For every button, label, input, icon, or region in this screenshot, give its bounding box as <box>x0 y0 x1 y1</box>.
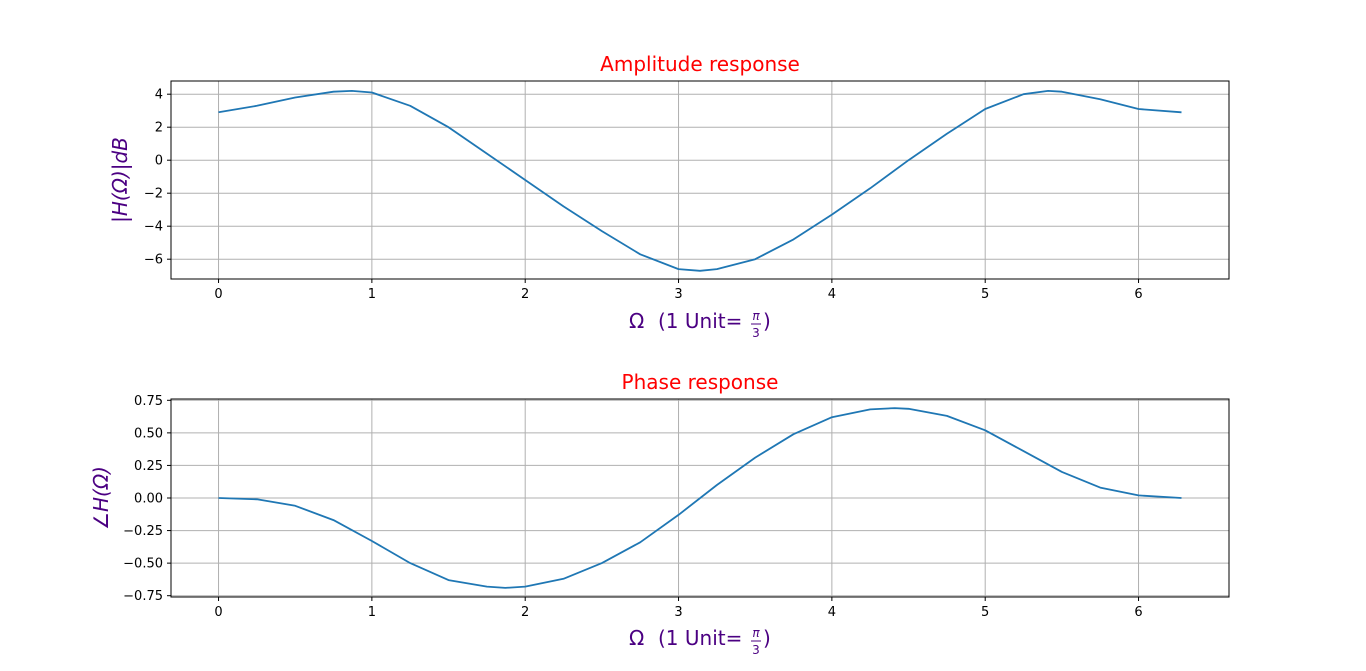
y-tick-label: 4 <box>155 88 163 103</box>
x-tick-label: 4 <box>828 605 836 620</box>
x-axis-label: Ω (1 Unit= π 3) <box>629 626 771 657</box>
y-tick-label: −0.50 <box>123 557 163 572</box>
y-tick-label: −6 <box>144 253 163 268</box>
y-axis-label: ∠H(Ω) <box>89 466 113 530</box>
chart-title: Phase response <box>622 370 779 394</box>
y-tick-label: 0.75 <box>134 394 163 409</box>
x-tick-label: 5 <box>981 605 989 620</box>
x-axis-label-close: ) <box>763 309 771 333</box>
y-axis-label: |H(Ω)|dB <box>108 137 132 223</box>
y-tick-label: −0.75 <box>123 589 163 604</box>
chart-title: Amplitude response <box>600 52 800 76</box>
x-axis-label-omega: Ω <box>629 309 644 333</box>
x-axis-label-pi: π <box>752 309 760 323</box>
y-tick-label: 0.50 <box>134 426 163 441</box>
y-tick-label: −4 <box>144 220 163 235</box>
y-tick-label: 0 <box>155 154 163 169</box>
x-tick-label: 1 <box>368 605 376 620</box>
amplitude-response-plot: 0 1 2 3 4 5 6 4 2 0 −2 −4 −6 Amplitude response Ω (1 Un… <box>108 52 1230 340</box>
x-tick-label: 2 <box>521 605 529 620</box>
y-tick-label: −0.25 <box>123 524 163 539</box>
x-tick-label: 0 <box>214 605 222 620</box>
y-tick-label: 0.25 <box>134 459 163 474</box>
x-axis-label-omega: Ω <box>629 626 644 650</box>
x-tick-label: 4 <box>828 287 836 302</box>
x-tick-label: 6 <box>1134 287 1142 302</box>
phase-response-plot: 0 1 2 3 4 5 6 0.75 0.50 0.25 0.00 −0.25 −0.50 −0.75 Ph… <box>89 370 1230 657</box>
y-tick-label: 0.00 <box>134 492 163 507</box>
x-tick-label: 0 <box>214 287 222 302</box>
x-axis-label-denominator: 3 <box>752 643 760 657</box>
x-tick-label: 1 <box>368 287 376 302</box>
series-line <box>218 407 1182 589</box>
y-tick-label: −2 <box>144 187 163 202</box>
y-tick-label: 2 <box>155 121 163 136</box>
x-axis-label-unit: (1 Unit= <box>658 309 742 333</box>
x-axis-label-denominator: 3 <box>752 326 760 340</box>
x-tick-label: 6 <box>1134 605 1142 620</box>
x-axis-label-close: ) <box>763 626 771 650</box>
x-axis-label-pi: π <box>752 626 760 640</box>
axes-frame <box>170 80 1230 280</box>
x-tick-label: 5 <box>981 287 989 302</box>
x-tick-label: 3 <box>674 287 682 302</box>
series-line <box>218 90 1182 272</box>
x-axis-label: Ω (1 Unit= π 3) <box>629 309 771 340</box>
x-axis-label-unit: (1 Unit= <box>658 626 742 650</box>
x-tick-label: 3 <box>674 605 682 620</box>
x-tick-label: 2 <box>521 287 529 302</box>
